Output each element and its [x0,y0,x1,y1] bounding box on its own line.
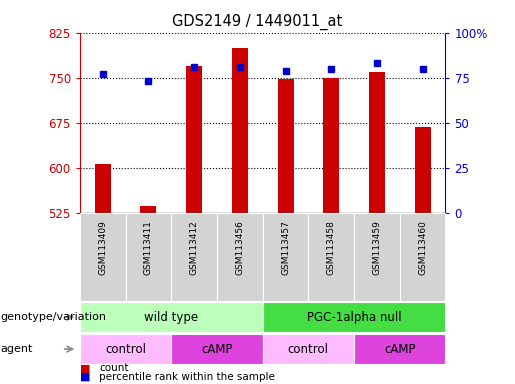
Text: PGC-1alpha null: PGC-1alpha null [307,311,401,324]
Text: percentile rank within the sample: percentile rank within the sample [99,372,276,382]
Bar [369,72,385,213]
Text: control: control [105,343,146,356]
Text: GSM113412: GSM113412 [190,220,199,275]
Bar [186,66,202,213]
Text: ■: ■ [80,363,90,373]
Bar [415,127,431,213]
Text: GSM113458: GSM113458 [327,220,336,275]
Text: control: control [288,343,329,356]
Bar [278,79,294,213]
Text: count: count [99,363,129,373]
Text: cAMP: cAMP [201,343,233,356]
Text: GSM113457: GSM113457 [281,220,290,275]
Text: ■: ■ [80,372,90,382]
Bar [95,164,111,213]
Text: GDS2149 / 1449011_at: GDS2149 / 1449011_at [173,13,342,30]
Bar [232,48,248,213]
Text: GSM113411: GSM113411 [144,220,153,275]
Text: agent: agent [1,344,33,354]
Text: GSM113456: GSM113456 [235,220,244,275]
Text: GSM113409: GSM113409 [98,220,107,275]
Bar [141,206,157,213]
Text: cAMP: cAMP [384,343,416,356]
Text: genotype/variation: genotype/variation [1,312,107,322]
Bar [323,78,339,213]
Text: wild type: wild type [144,311,198,324]
Text: GSM113459: GSM113459 [372,220,382,275]
Text: GSM113460: GSM113460 [418,220,427,275]
